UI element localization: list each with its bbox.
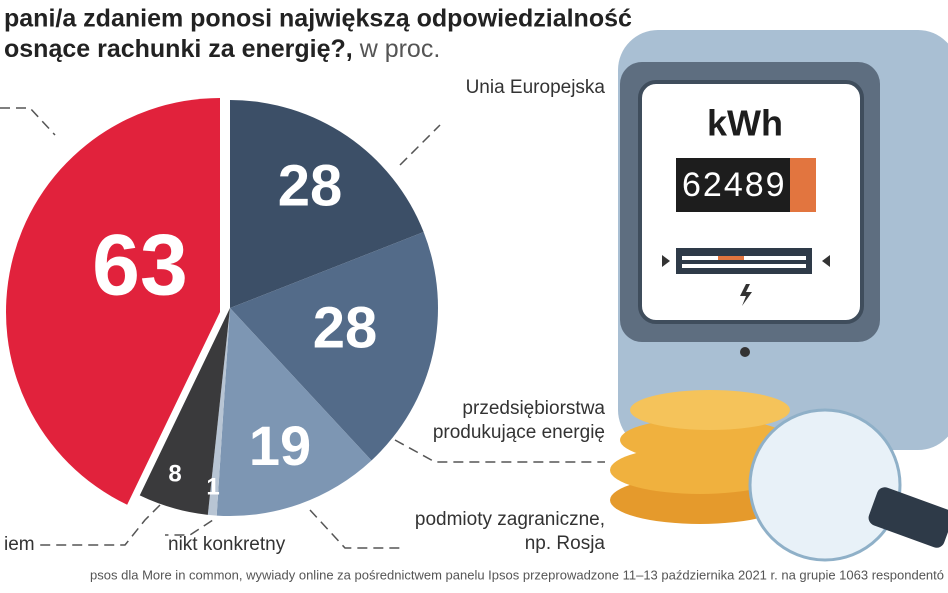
category-label: nikt konkretny [168,534,286,555]
pie-slice [216,308,372,516]
pie-slice [6,98,220,505]
meter-reading: 62489 [682,166,787,204]
value-label: 1 [206,473,219,500]
pie-slice [230,100,424,308]
unit-note: w proc. [359,35,441,63]
chart-title: pani/a zdaniem ponosi największą odpowie… [4,5,632,33]
meter-unit: kWh [707,103,783,144]
chart-subtitle: osnące rachunki za energię?, w proc. [4,35,440,63]
category-label: podmioty zagraniczne, np. Rosja [414,509,605,554]
pie-slice [230,232,439,461]
pie-slice [139,308,230,515]
value-label: 28 [278,153,343,218]
value-label: 19 [249,414,311,477]
value-label: 8 [168,460,181,487]
pie-slice [207,308,230,516]
value-label: 63 [92,218,188,314]
meter-illustration: kWh 62489 [610,30,948,562]
category-label: iem [4,534,35,555]
category-label: przedsiębiorstwa produkujące energię [432,398,605,443]
subtitle-text: osnące rachunki za energię?, [4,35,353,63]
value-label: 28 [313,295,378,360]
category-label: Unia Europejska [465,77,605,98]
source-note: psos dla More in common, wywiady online … [90,567,944,582]
